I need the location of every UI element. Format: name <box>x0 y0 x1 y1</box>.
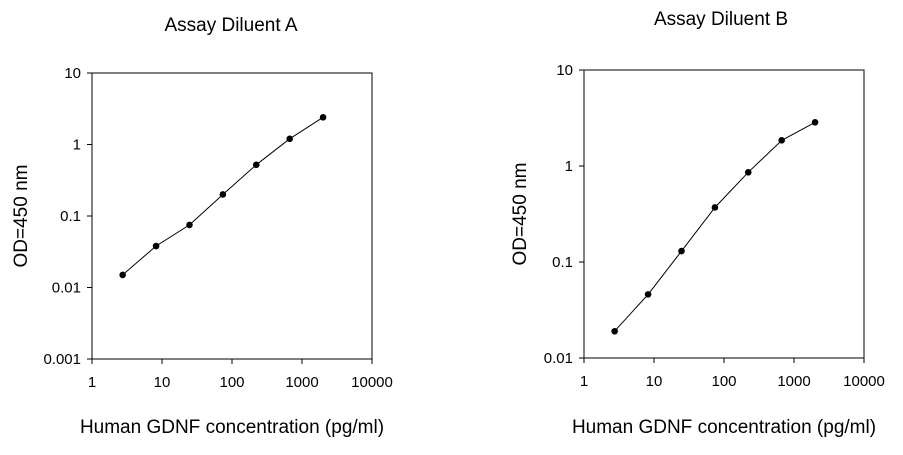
plot-frame <box>91 72 373 360</box>
x-tick-label: 1 <box>580 373 588 390</box>
x-tick-label: 10000 <box>351 374 393 391</box>
x-tick-label: 100 <box>711 373 736 390</box>
x-axis-ticks: 1 10 100 1000 10000 <box>88 359 393 391</box>
plot-frame <box>583 69 865 359</box>
y-tick-label: 0.001 <box>43 351 81 368</box>
x-axis-label: Human GDNF concentration (pg/ml) <box>80 417 384 438</box>
data-point <box>678 247 685 255</box>
data-point <box>252 161 260 169</box>
y-tick-label: 0.01 <box>52 280 81 297</box>
data-point <box>744 168 752 176</box>
y-tick-label: 10 <box>64 65 81 82</box>
data-point <box>319 114 327 121</box>
y-tick-label: 0.1 <box>552 254 573 271</box>
x-tick-label: 10 <box>646 373 663 390</box>
chart-title: Assay Diluent A <box>164 15 297 36</box>
data-point <box>286 135 293 143</box>
x-axis-label: Human GDNF concentration (pg/ml) <box>572 417 876 438</box>
data-point <box>711 204 719 211</box>
y-tick-label: 10 <box>556 62 573 79</box>
data-point <box>811 119 819 126</box>
series-line <box>614 121 816 332</box>
x-tick-label: 10 <box>154 374 171 391</box>
data-point <box>186 221 193 229</box>
y-axis-label: OD=450 nm <box>510 163 531 266</box>
y-tick-label: 0.1 <box>60 208 81 225</box>
data-point <box>219 191 227 198</box>
x-tick-label: 1000 <box>285 374 318 391</box>
y-axis-label: OD=450 nm <box>11 165 32 268</box>
data-point <box>152 242 160 250</box>
data-point <box>778 137 785 144</box>
y-tick-label: 0.01 <box>544 350 573 367</box>
y-tick-label: 1 <box>73 137 81 154</box>
y-axis-ticks: 0.01 0.1 1 10 <box>544 62 584 367</box>
data-points <box>611 119 819 335</box>
data-point <box>611 327 618 335</box>
chart-assay-diluent-a: Assay Diluent A 1 10 100 1000 10000 0.0010.0… <box>11 15 393 438</box>
chart-title: Assay Diluent B <box>654 9 788 30</box>
x-tick-label: 1000 <box>777 373 810 390</box>
y-tick-label: 1 <box>565 158 573 175</box>
data-point <box>644 291 652 298</box>
x-tick-label: 10000 <box>843 373 885 390</box>
y-axis-ticks: 0.001 0.01 0.1 1 10 <box>43 65 92 368</box>
data-points <box>119 114 327 279</box>
data-point <box>119 271 126 279</box>
chart-assay-diluent-b: Assay Diluent B 1 10 100 1000 10000 0.01 0.1 1… <box>510 9 885 438</box>
x-tick-label: 1 <box>88 374 96 391</box>
x-tick-label: 100 <box>219 374 244 391</box>
x-axis-ticks: 1 10 100 1000 10000 <box>580 358 885 390</box>
